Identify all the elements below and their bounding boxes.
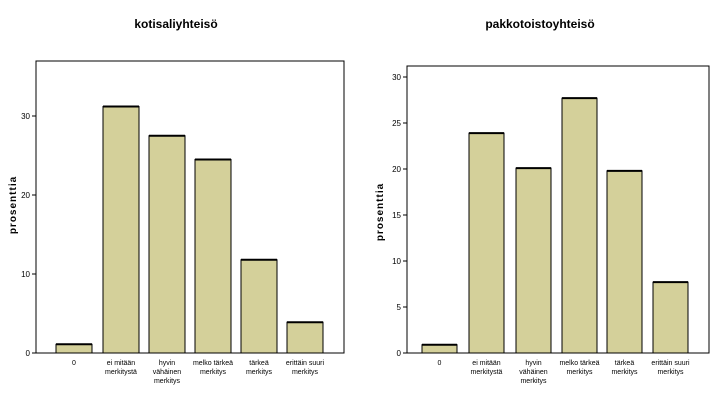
chart-kotisaliyhteiso: kotisaliyhteisö prosenttia 0 10 20 30 0 ei m… [8,17,345,385]
category-label: hyvin vähäinen merkitys [153,360,182,385]
y-tick-label: 5 [397,303,402,312]
category-label-line: 0 [438,360,442,367]
y-tick-label: 0 [397,349,402,358]
category-label-line: merkitystä [105,369,137,376]
category-label-line: ei mitään [107,360,136,367]
category-label-line: merkitys [200,369,227,376]
bar [421,344,458,354]
category-label: ei mitään merkitystä [105,360,137,376]
y-tick-label: 20 [392,165,401,174]
category-label-line: vähäinen [519,369,548,376]
chart-pakkotoistoyhteiso: pakkotoistoyhteisö prosenttia 0 5 10 15 20 25… [375,17,710,385]
category-label-line: erittäin suuri [651,360,690,367]
y-tick-label: 30 [392,73,401,82]
category-label-line: ei mitään [472,360,501,367]
y-tick-label: 20 [21,191,30,200]
category-label-line: tärkeä [249,360,269,367]
bar [194,158,232,354]
y-tick-label: 10 [21,270,30,279]
y-ticks: 0 5 10 15 20 25 30 [392,73,407,358]
bar [515,167,552,354]
y-tick-label: 10 [392,257,401,266]
bar [468,132,505,354]
bar [652,281,689,354]
y-tick-label: 30 [21,112,30,121]
plot-frame [406,65,710,354]
bar [102,106,140,354]
bars [421,97,689,354]
category-label-line: merkitystä [471,369,503,376]
category-label-line: erittäin suuri [286,360,325,367]
category-label-line: merkitys [566,369,593,376]
category-label-line: merkitys [520,378,547,385]
category-label: tärkeä merkitys [246,360,273,376]
chart-title: pakkotoistoyhteisö [485,17,594,31]
bars [55,105,324,354]
bar [148,135,186,354]
category-label: melko tärkeä merkitys [193,360,233,376]
category-label: hyvin vähäinen merkitys [519,360,548,385]
category-label-line: tärkeä [615,360,635,367]
category-label-line: vähäinen [153,369,182,376]
category-label-line: hyvin [525,360,541,367]
category-labels: 0 ei mitään merkitystä hyvin vähäinen merkity… [72,360,324,385]
category-label-line: merkitys [292,369,319,376]
chart-title: kotisaliyhteisö [134,17,217,31]
category-label-line: hyvin [159,360,175,367]
category-labels: 0 ei mitään merkitystä hyvin vähäinen merkity… [438,360,690,385]
y-ticks: 0 10 20 30 [21,112,36,358]
category-label-line: melko tärkeä [559,360,599,367]
category-label-line: 0 [72,360,76,367]
plot-frame [35,60,345,354]
y-tick-label: 0 [26,349,31,358]
bar [240,259,278,354]
category-label: tärkeä merkitys [611,360,638,376]
bar [561,97,598,354]
category-label-line: merkitys [154,378,181,385]
y-tick-label: 15 [392,211,401,220]
category-label-line: melko tärkeä [193,360,233,367]
y-axis-label: prosenttia [8,176,19,234]
category-label: 0 [72,360,76,367]
category-label: melko tärkeä merkitys [559,360,599,376]
category-label: erittäin suuri merkitys [651,360,690,376]
category-label: 0 [438,360,442,367]
y-tick-label: 25 [392,119,401,128]
category-label-line: merkitys [657,369,684,376]
category-label: erittäin suuri merkitys [286,360,325,376]
category-label-line: merkitys [246,369,273,376]
bar [606,170,643,354]
bar [286,321,324,354]
bar [55,343,93,354]
category-label: ei mitään merkitystä [471,360,503,376]
y-axis-label: prosenttia [375,183,386,241]
category-label-line: merkitys [611,369,638,376]
